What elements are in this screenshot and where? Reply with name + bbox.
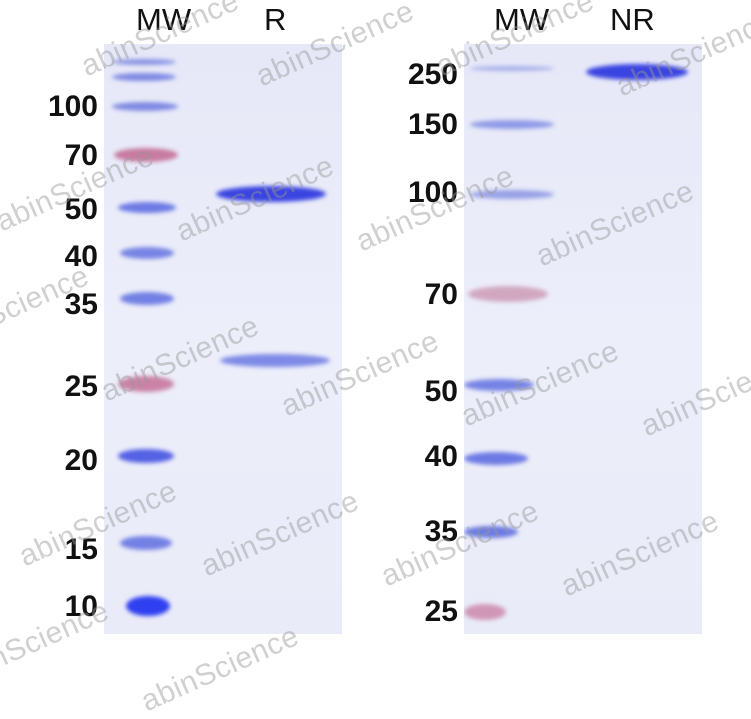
marker-label: 35: [424, 515, 458, 548]
marker-band: [118, 202, 176, 213]
sample-band-intact: [586, 64, 688, 80]
marker-band: [470, 66, 554, 71]
marker-label: 70: [64, 139, 98, 172]
lane-label-mw-right: MW: [494, 2, 550, 37]
gel-right: [464, 44, 702, 634]
marker-band: [470, 120, 554, 129]
marker-label: 150: [407, 108, 458, 141]
marker-label: 40: [424, 440, 458, 473]
marker-label: 40: [64, 240, 98, 273]
marker-label: 50: [64, 193, 98, 226]
marker-label: 250: [407, 58, 458, 91]
sample-band-heavy-chain: [216, 186, 326, 202]
marker-band-pink: [114, 148, 178, 162]
marker-label: 20: [64, 444, 98, 477]
marker-band-pink: [468, 286, 548, 302]
marker-label: 100: [47, 90, 98, 123]
marker-label: 25: [64, 370, 98, 403]
marker-band: [464, 379, 534, 391]
marker-label: 10: [64, 590, 98, 623]
marker-label: 25: [424, 595, 458, 628]
marker-label: 70: [424, 278, 458, 311]
sample-band-light-chain: [220, 354, 330, 367]
lane-label-mw-left: MW: [136, 2, 192, 37]
marker-band: [120, 247, 174, 259]
marker-band: [112, 102, 178, 111]
lane-label-reduced: R: [264, 2, 287, 37]
marker-band: [118, 449, 174, 463]
marker-label: 50: [424, 375, 458, 408]
marker-band-pink: [118, 376, 174, 392]
lane-label-nonreduced: NR: [610, 2, 655, 37]
marker-label: 100: [407, 176, 458, 209]
marker-band: [470, 190, 554, 199]
marker-band: [464, 452, 528, 465]
marker-band: [464, 526, 518, 538]
marker-label: 35: [64, 288, 98, 321]
marker-band: [112, 59, 176, 65]
marker-band: [112, 73, 176, 81]
marker-band: [120, 536, 172, 550]
marker-band-pink: [464, 604, 506, 620]
marker-band: [120, 292, 174, 305]
watermark: abinScience: [136, 619, 304, 719]
marker-band: [126, 596, 170, 616]
marker-label: 15: [64, 533, 98, 566]
gel-left: [104, 44, 342, 634]
